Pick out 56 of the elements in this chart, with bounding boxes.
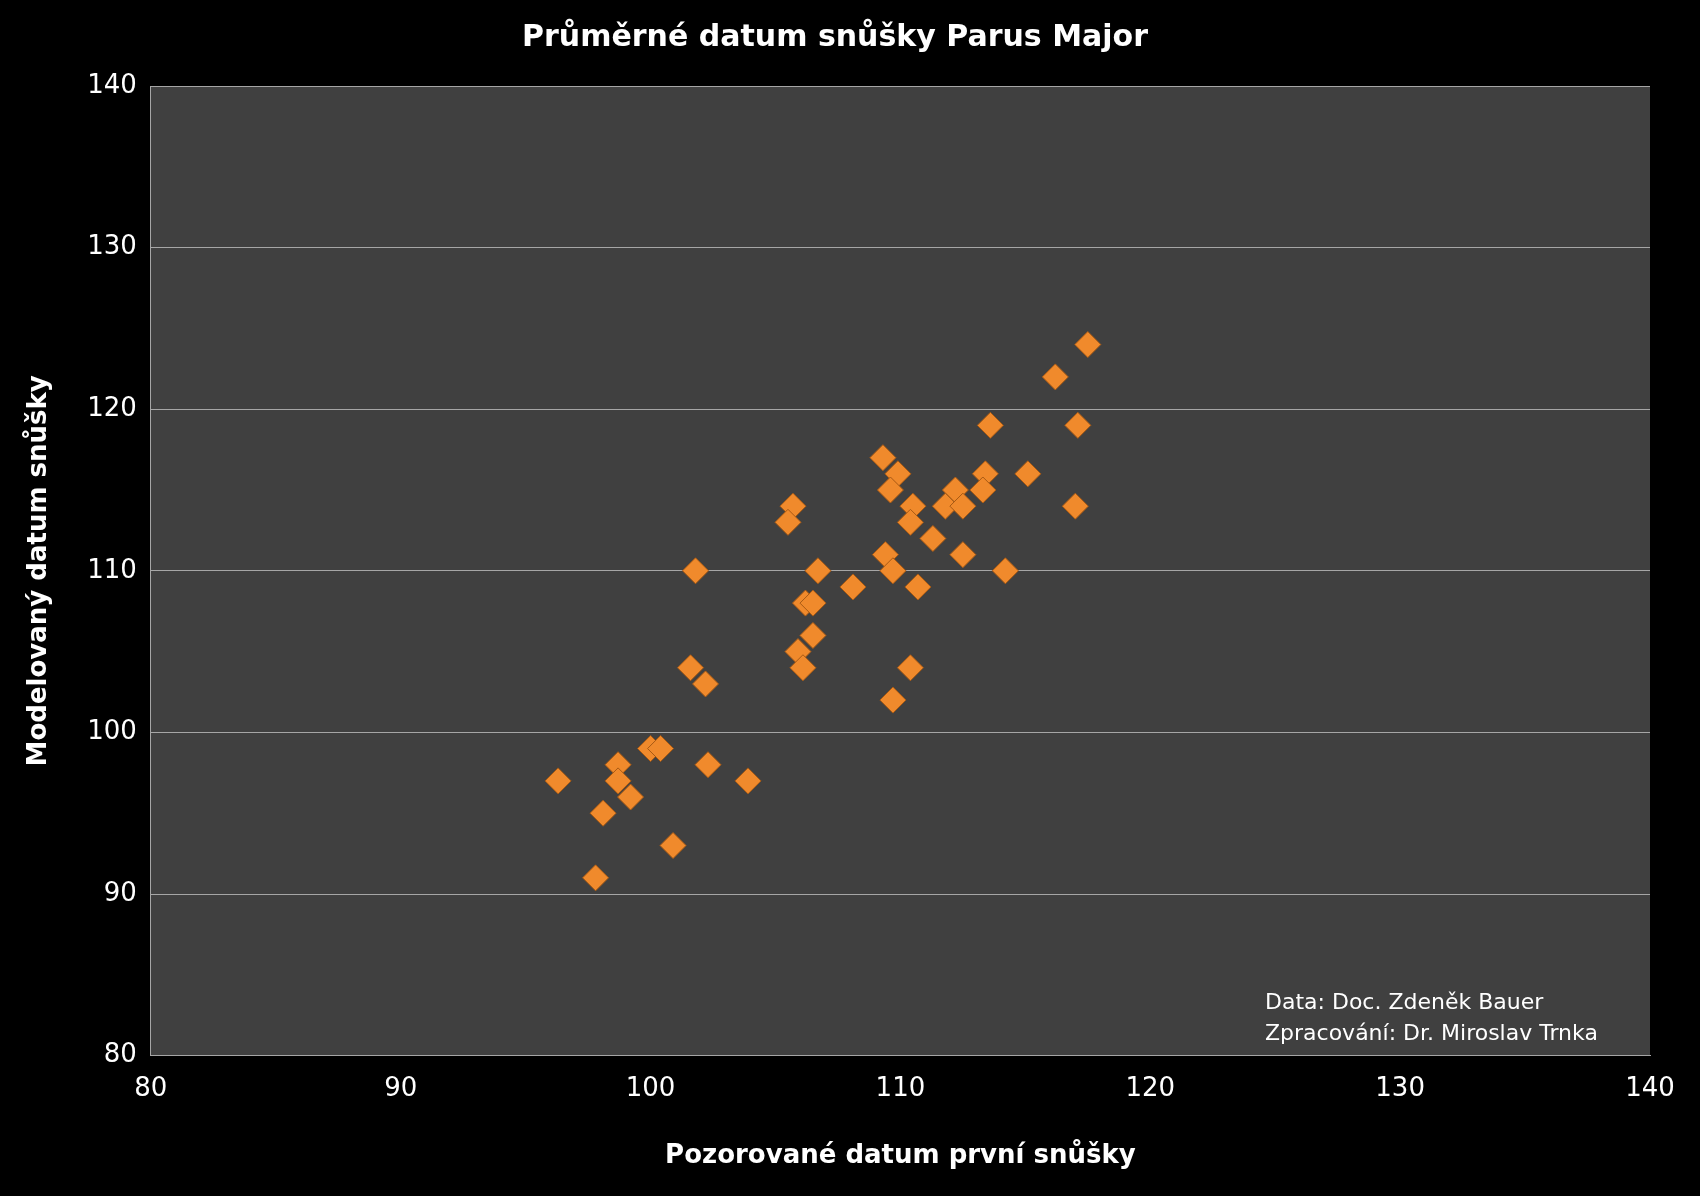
annotation: Data: Doc. Zdeněk Bauer: [1265, 989, 1545, 1015]
x-tick-label: 110: [875, 1071, 926, 1102]
point: [734, 767, 762, 795]
point: [774, 508, 802, 536]
point: [682, 557, 710, 585]
point: [582, 864, 610, 892]
x-tick-label: 80: [134, 1071, 168, 1102]
point: [692, 670, 720, 698]
x-tick-label: 100: [625, 1071, 676, 1102]
x-tick-label: 140: [1625, 1071, 1675, 1102]
point: [991, 557, 1019, 585]
y-tick-label: 80: [103, 1038, 137, 1069]
point: [804, 557, 832, 585]
point: [604, 767, 632, 795]
point: [1074, 331, 1102, 359]
y-tick-label: 100: [87, 715, 137, 746]
point: [871, 541, 899, 569]
point: [1061, 492, 1089, 520]
point: [949, 541, 977, 569]
point: [677, 654, 705, 682]
point: [617, 783, 645, 811]
point: [789, 654, 817, 682]
point: [839, 573, 867, 601]
point: [1014, 460, 1042, 488]
y-tick-label: 120: [87, 391, 137, 422]
point: [919, 524, 947, 552]
point: [904, 573, 932, 601]
y-axis-title: Modelovaný datum snůšky: [22, 375, 53, 767]
y-tick-label: 110: [87, 553, 137, 584]
y-tick-label: 90: [103, 876, 137, 907]
point: [876, 476, 904, 504]
point: [1064, 411, 1092, 439]
chart-title: Průměrné datum snůšky Parus Major: [522, 17, 1149, 53]
point: [659, 832, 687, 860]
point: [969, 476, 997, 504]
x-tick-label: 120: [1125, 1071, 1176, 1102]
x-tick-label: 90: [384, 1071, 418, 1102]
point: [694, 751, 722, 779]
point: [896, 508, 924, 536]
point: [799, 589, 827, 617]
y-tick-label: 140: [87, 68, 137, 99]
point: [879, 686, 907, 714]
annotation: Zpracování: Dr. Miroslav Trnka: [1265, 1020, 1598, 1046]
point: [1041, 363, 1069, 391]
x-axis-title: Pozorované datum první snůšky: [665, 1139, 1136, 1170]
y-tick-label: 130: [87, 230, 137, 261]
point: [589, 799, 617, 827]
point: [949, 492, 977, 520]
point: [799, 621, 827, 649]
point: [869, 444, 897, 472]
point: [976, 411, 1004, 439]
point: [544, 767, 572, 795]
x-tick-label: 130: [1375, 1071, 1425, 1102]
point: [896, 654, 924, 682]
point: [647, 735, 675, 763]
point: [879, 557, 907, 585]
